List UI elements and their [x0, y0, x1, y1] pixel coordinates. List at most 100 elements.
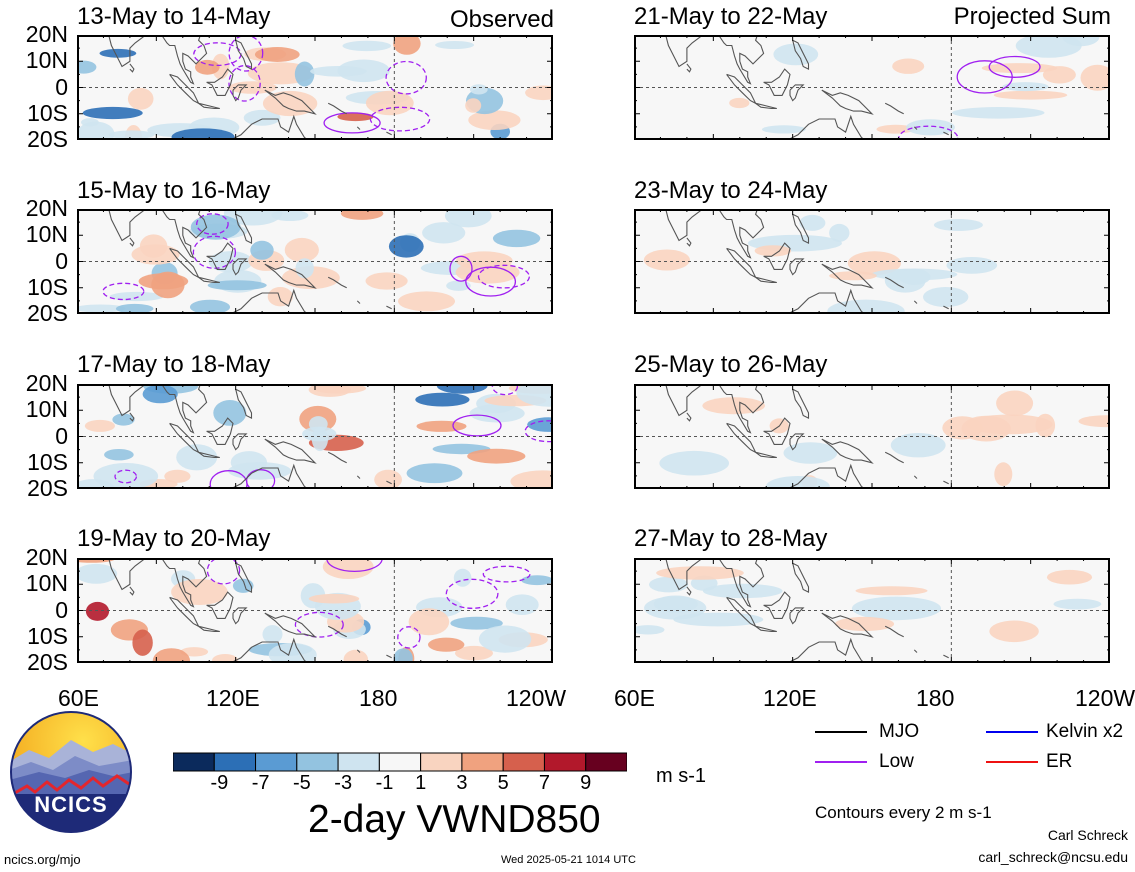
anomaly-shading	[455, 645, 493, 661]
coastline	[264, 89, 317, 115]
coastline	[264, 612, 317, 638]
anomaly-shading	[468, 110, 521, 130]
colorbar-segment	[543, 752, 587, 772]
coastline	[129, 63, 135, 73]
coastline	[884, 276, 904, 289]
coastline	[763, 68, 791, 96]
low-frequency-contour	[477, 264, 530, 289]
colorbar-segment	[255, 752, 298, 772]
coastline	[129, 237, 135, 247]
coastline	[789, 84, 805, 102]
coastline	[821, 89, 874, 115]
anomaly-shading	[989, 620, 1039, 643]
y-tick-label: 10N	[25, 570, 68, 597]
coastline	[686, 412, 692, 422]
coastline	[160, 558, 208, 608]
y-tick-label: 20N	[25, 544, 68, 570]
low-frequency-contour	[294, 611, 344, 638]
low-frequency-contour	[323, 112, 381, 134]
low-frequency-contour	[449, 255, 473, 282]
anomaly-shading	[435, 41, 475, 49]
anomaly-shading	[77, 563, 118, 584]
anomaly-shading	[406, 463, 463, 484]
anomaly-shading	[527, 417, 553, 432]
anomaly-shading	[634, 625, 665, 635]
coastline	[386, 654, 392, 659]
coastline	[129, 586, 135, 596]
coastline	[789, 607, 805, 625]
anomaly-shading	[1046, 569, 1093, 585]
anomaly-shading	[343, 649, 368, 663]
x-tick-120w-right: 120W	[1075, 685, 1135, 711]
coastline	[821, 438, 874, 464]
coastline	[717, 558, 765, 608]
colorbar-segment	[296, 752, 339, 772]
anomaly-shading	[212, 654, 239, 663]
coastline	[327, 276, 347, 289]
anomaly-shading	[365, 90, 414, 116]
anomaly-shading	[516, 384, 553, 407]
variable-title: 2-day VWND850	[308, 798, 601, 841]
website: ncics.org/mjo	[4, 852, 81, 867]
anomaly-shading	[398, 291, 455, 312]
anomaly-shading	[365, 272, 408, 290]
anomaly-shading	[342, 40, 392, 52]
coastline	[943, 654, 949, 659]
colorbar-tick-label: 7	[538, 772, 551, 794]
coastline	[235, 213, 253, 244]
coastline	[686, 237, 692, 247]
coastline	[235, 562, 253, 593]
anomaly-shading	[312, 384, 367, 394]
anomaly-shading	[152, 648, 191, 663]
y-tick-label: 20N	[25, 370, 68, 396]
y-tick-label: 20N	[25, 195, 68, 221]
anomaly-shading	[994, 462, 1013, 487]
coastline	[884, 625, 904, 638]
anomaly-shading	[505, 594, 539, 615]
anomaly-shading	[294, 61, 315, 87]
coastline	[356, 649, 361, 653]
anomaly-shading	[190, 214, 241, 240]
anomaly-shading	[393, 35, 421, 55]
anomaly-shading	[180, 647, 209, 657]
low-frequency-contour	[397, 626, 421, 649]
low-frequency-contour	[988, 55, 1041, 78]
coastline	[686, 586, 692, 596]
logo-text: NCICS	[34, 792, 108, 817]
anomaly-shading	[1053, 598, 1102, 610]
y-tick-label: 0	[55, 247, 68, 274]
coastline	[943, 480, 949, 485]
anomaly-shading	[855, 586, 928, 596]
y-tick-label: 10S	[27, 99, 68, 126]
legend-line-er	[986, 761, 1038, 763]
x-tick-120w-left: 120W	[506, 685, 567, 711]
low-frequency-contour	[452, 414, 502, 437]
anomaly-shading	[1080, 64, 1110, 91]
anomaly-shading	[250, 240, 274, 260]
anomaly-shading	[876, 124, 915, 134]
colorbar-segment	[461, 752, 504, 772]
y-tick-label: 20S	[27, 126, 68, 152]
low-frequency-contour	[228, 64, 261, 102]
legend-label-kelvin: Kelvin x2	[1046, 721, 1124, 742]
coastline	[235, 39, 253, 70]
column-label-projected: Projected Sum	[953, 3, 1111, 30]
y-tick-label: 10S	[27, 448, 68, 475]
anomaly-shading	[450, 616, 503, 630]
anomaly-shading	[138, 273, 189, 290]
coastline	[386, 305, 392, 310]
coastline	[943, 305, 949, 310]
coastline	[664, 384, 704, 417]
anomaly-shading	[311, 426, 328, 452]
coastline	[792, 388, 810, 419]
map-panel-1	[77, 35, 553, 140]
anomaly-shading	[213, 400, 247, 426]
contour-note: Contours every 2 m s-1	[815, 803, 992, 822]
colorbar-tick-label: -9	[210, 772, 229, 794]
coastline	[232, 258, 248, 276]
coastline	[386, 131, 392, 136]
coastline	[763, 242, 791, 270]
anomaly-shading	[422, 222, 466, 244]
anomaly-shading	[729, 97, 750, 109]
coastline	[235, 388, 253, 419]
